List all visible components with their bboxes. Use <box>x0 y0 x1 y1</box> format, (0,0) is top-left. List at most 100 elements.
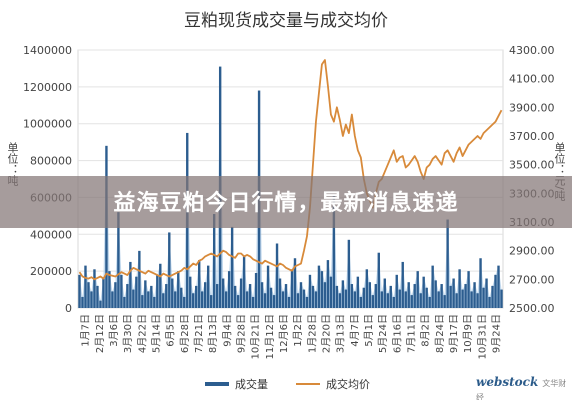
volume-bar <box>87 282 90 308</box>
volume-bar <box>281 291 285 308</box>
volume-bar <box>132 289 135 308</box>
chart-legend: 成交量 成交均价 <box>205 375 398 393</box>
volume-bar <box>470 291 473 308</box>
volume-bar <box>449 285 452 308</box>
volume-bar <box>183 296 186 308</box>
volume-bar <box>111 291 114 308</box>
volume-bar <box>263 293 267 308</box>
volume-bar <box>174 291 177 308</box>
volume-bar <box>458 269 461 308</box>
volume-bar <box>374 284 377 308</box>
volume-bar <box>293 258 297 308</box>
volume-bar <box>311 285 315 308</box>
x-tick-label: 8月2日 <box>420 314 432 347</box>
volume-bar <box>344 289 348 308</box>
volume-bar <box>482 287 485 308</box>
x-tick-label: 10月31日 <box>476 314 488 359</box>
right-tick-label: 2900.00 <box>509 245 555 258</box>
right-tick-label: 2500.00 <box>509 302 555 315</box>
x-tick-label: 7月11日 <box>405 314 417 353</box>
volume-bar <box>156 274 159 308</box>
left-tick-label: 400000 <box>30 228 72 241</box>
volume-bar <box>215 284 219 308</box>
volume-bar <box>392 296 395 308</box>
volume-bar <box>350 284 354 308</box>
volume-bar <box>287 296 291 308</box>
volume-bar <box>90 291 93 308</box>
volume-bar <box>383 278 386 308</box>
volume-bar <box>195 285 198 308</box>
volume-bar <box>434 280 437 308</box>
volume-bar <box>353 291 357 308</box>
volume-bar <box>102 278 105 308</box>
logo-main: webstock <box>476 375 539 389</box>
left-axis-unit: 单位：吨 <box>6 142 19 186</box>
volume-bar <box>224 291 228 308</box>
x-tick-label: 1月7日 <box>80 314 92 347</box>
volume-bar <box>162 293 165 308</box>
volume-bar <box>413 284 416 308</box>
x-tick-label: 2月20日 <box>320 314 332 353</box>
volume-bar <box>296 293 300 308</box>
left-tick-label: 200000 <box>30 265 72 278</box>
headline-text: 益海豆粕今日行情，最新消息速递 <box>113 191 459 216</box>
volume-bar <box>81 296 84 308</box>
x-tick-label: 6月5日 <box>165 314 177 347</box>
x-tick-label: 6月16日 <box>391 314 403 353</box>
x-tick-label: 3月6日 <box>108 314 120 347</box>
volume-bar <box>404 291 407 308</box>
volume-bar <box>314 291 318 308</box>
volume-bar <box>177 271 180 308</box>
volume-bar <box>389 285 392 308</box>
volume-bar <box>198 260 201 308</box>
volume-bar <box>326 260 330 308</box>
volume-bar <box>305 296 309 308</box>
volume-bar <box>320 271 324 308</box>
x-tick-label: 10月21日 <box>250 314 262 359</box>
volume-bar <box>500 289 503 308</box>
volume-bar <box>204 282 207 308</box>
volume-bar <box>227 271 231 308</box>
volume-bar <box>338 293 342 308</box>
volume-bar <box>308 274 312 308</box>
legend-swatch-volume <box>205 382 229 386</box>
volume-bar <box>362 287 366 308</box>
volume-bar <box>212 214 216 308</box>
volume-bar <box>467 271 470 308</box>
x-tick-label: 10月9日 <box>462 314 474 353</box>
volume-bar <box>416 271 419 308</box>
volume-bar <box>401 261 404 308</box>
x-tick-label: 5月14日 <box>150 314 162 353</box>
x-tick-label: 6月28日 <box>179 314 191 353</box>
volume-bar <box>380 291 383 308</box>
volume-bar <box>323 282 327 308</box>
volume-bar <box>171 278 174 308</box>
volume-bar <box>209 295 213 308</box>
x-tick-label: 7月21日 <box>193 314 205 353</box>
volume-bar <box>272 295 276 308</box>
volume-bar <box>299 282 303 308</box>
x-tick-label: 2月12日 <box>94 314 106 353</box>
volume-bar <box>476 293 479 308</box>
x-tick-label: 1月2日 <box>292 314 304 347</box>
volume-bar <box>440 284 443 308</box>
volume-bar <box>239 278 243 308</box>
volume-bar <box>129 261 132 308</box>
volume-bar <box>233 285 237 308</box>
volume-bar <box>201 291 204 308</box>
volume-bar <box>135 276 138 308</box>
volume-bar <box>284 284 288 308</box>
volume-bar <box>290 269 294 308</box>
legend-label-volume: 成交量 <box>235 378 268 391</box>
volume-bar <box>398 289 401 308</box>
x-tick-label: 9月17日 <box>448 314 460 353</box>
volume-bar <box>347 239 351 308</box>
volume-bar <box>138 250 141 308</box>
volume-bar <box>410 295 413 308</box>
volume-bar <box>251 296 255 308</box>
price-line <box>78 59 503 281</box>
volume-bar <box>221 278 225 308</box>
volume-bar <box>365 269 369 308</box>
volume-bar <box>335 285 339 308</box>
volume-bar <box>371 295 375 308</box>
